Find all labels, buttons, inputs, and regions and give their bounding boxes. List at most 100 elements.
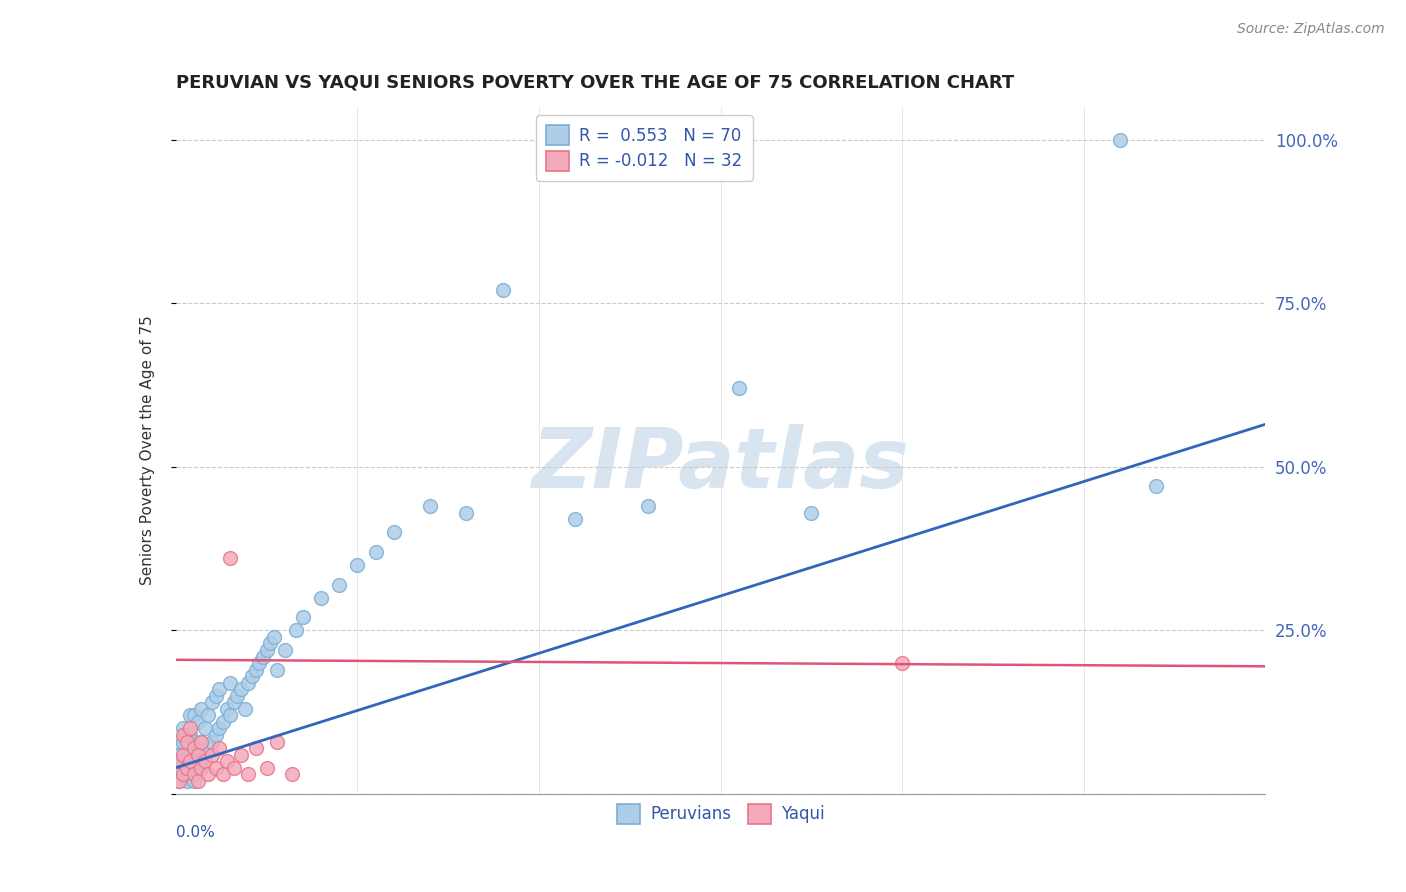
Y-axis label: Seniors Poverty Over the Age of 75: Seniors Poverty Over the Age of 75 — [141, 316, 155, 585]
Point — [197, 741, 219, 756]
Point — [169, 761, 191, 775]
Point — [190, 761, 212, 775]
Point — [382, 525, 405, 540]
Point — [186, 761, 209, 775]
Point — [291, 610, 314, 624]
Point — [238, 675, 260, 690]
Point — [176, 761, 198, 775]
Point — [263, 630, 285, 644]
Point — [190, 734, 212, 748]
Point — [456, 506, 478, 520]
Point — [212, 767, 235, 781]
Point — [219, 551, 242, 566]
Point — [266, 734, 288, 748]
Point — [208, 682, 231, 697]
Point — [183, 767, 205, 781]
Point — [176, 773, 198, 788]
Point — [309, 591, 332, 605]
Point — [256, 643, 278, 657]
Text: PERUVIAN VS YAQUI SENIORS POVERTY OVER THE AGE OF 75 CORRELATION CHART: PERUVIAN VS YAQUI SENIORS POVERTY OVER T… — [176, 74, 1014, 92]
Point — [1109, 133, 1132, 147]
Point — [564, 512, 586, 526]
Point — [172, 734, 194, 748]
Point — [201, 695, 224, 709]
Point — [179, 747, 201, 762]
Point — [172, 754, 194, 768]
Point — [212, 714, 235, 729]
Point — [190, 754, 212, 768]
Point — [233, 702, 256, 716]
Point — [238, 767, 260, 781]
Point — [231, 747, 253, 762]
Point — [190, 702, 212, 716]
Point — [194, 722, 217, 736]
Point — [252, 649, 274, 664]
Point — [197, 708, 219, 723]
Point — [169, 734, 191, 748]
Point — [1146, 479, 1168, 493]
Point — [231, 682, 253, 697]
Point — [179, 728, 201, 742]
Point — [259, 636, 281, 650]
Point — [247, 656, 270, 670]
Point — [183, 754, 205, 768]
Point — [176, 747, 198, 762]
Point — [186, 773, 209, 788]
Point — [201, 747, 224, 762]
Point — [800, 506, 823, 520]
Point — [891, 656, 914, 670]
Point — [256, 761, 278, 775]
Point — [172, 722, 194, 736]
Point — [222, 761, 245, 775]
Point — [169, 747, 191, 762]
Point — [419, 499, 441, 513]
Point — [204, 761, 226, 775]
Point — [179, 708, 201, 723]
Point — [204, 728, 226, 742]
Point — [194, 747, 217, 762]
Text: 0.0%: 0.0% — [176, 825, 215, 839]
Point — [201, 734, 224, 748]
Point — [727, 381, 749, 395]
Point — [176, 761, 198, 775]
Point — [266, 663, 288, 677]
Point — [186, 741, 209, 756]
Point — [172, 767, 194, 781]
Point — [179, 767, 201, 781]
Point — [222, 695, 245, 709]
Point — [219, 675, 242, 690]
Point — [245, 741, 267, 756]
Point — [219, 708, 242, 723]
Point — [284, 624, 307, 638]
Point — [172, 728, 194, 742]
Point — [190, 734, 212, 748]
Point — [169, 754, 191, 768]
Point — [281, 767, 304, 781]
Point — [208, 722, 231, 736]
Point — [245, 663, 267, 677]
Point — [208, 741, 231, 756]
Point — [328, 577, 350, 591]
Point — [364, 545, 387, 559]
Point — [346, 558, 368, 572]
Point — [176, 728, 198, 742]
Point — [179, 722, 201, 736]
Point — [194, 754, 217, 768]
Point — [240, 669, 263, 683]
Point — [183, 734, 205, 748]
Point — [274, 643, 297, 657]
Point — [183, 741, 205, 756]
Point — [172, 747, 194, 762]
Point — [204, 689, 226, 703]
Point — [183, 708, 205, 723]
Point — [169, 773, 191, 788]
Point — [215, 754, 238, 768]
Point — [226, 689, 249, 703]
Text: ZIPatlas: ZIPatlas — [531, 424, 910, 505]
Point — [215, 702, 238, 716]
Point — [169, 773, 191, 788]
Point — [186, 714, 209, 729]
Point — [492, 283, 515, 297]
Text: Source: ZipAtlas.com: Source: ZipAtlas.com — [1237, 22, 1385, 37]
Point — [179, 754, 201, 768]
